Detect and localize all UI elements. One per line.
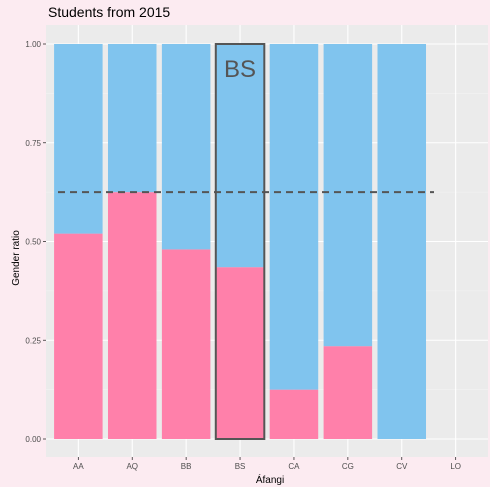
- y-tick-label: 0.50: [25, 238, 41, 247]
- bar-CA-series-1: [269, 44, 319, 390]
- x-tick-label-CA: CA: [288, 462, 300, 471]
- bar-AA-series-1: [54, 44, 103, 234]
- x-tick-label-CV: CV: [396, 462, 408, 471]
- bar-AA-series-0: [54, 233, 103, 439]
- x-tick-label-CG: CG: [342, 462, 354, 471]
- highlight-label: BS: [224, 56, 256, 83]
- bar-BS-series-1: [215, 44, 265, 268]
- bar-BB-series-0: [161, 249, 211, 439]
- x-axis-title: Áfangi: [256, 473, 284, 486]
- y-tick-label: 0.75: [25, 139, 41, 148]
- x-tick-label-BB: BB: [181, 462, 192, 471]
- bar-AQ-series-1: [107, 44, 157, 193]
- bar-BB-series-1: [161, 44, 211, 250]
- x-tick-label-BS: BS: [235, 462, 246, 471]
- bar-BS-series-0: [215, 267, 265, 439]
- y-tick-label: 1.00: [25, 40, 41, 49]
- x-tick-label-AQ: AQ: [126, 462, 138, 471]
- y-tick-label: 0.25: [25, 336, 41, 345]
- bar-AQ-series-0: [107, 192, 157, 439]
- x-tick-label-LO: LO: [450, 462, 461, 471]
- bar-CV-series-1: [377, 44, 427, 439]
- y-axis-title: Gender ratio: [11, 230, 22, 286]
- plot-panel: BS: [46, 25, 488, 457]
- chart-title: Students from 2015: [48, 4, 170, 20]
- highlight-box: [214, 43, 266, 440]
- x-tick-label-AA: AA: [73, 462, 84, 471]
- bar-CA-series-0: [269, 389, 319, 439]
- bar-CG-series-1: [323, 44, 373, 347]
- y-tick-label: 0.00: [25, 435, 41, 444]
- bar-CG-series-0: [323, 346, 373, 439]
